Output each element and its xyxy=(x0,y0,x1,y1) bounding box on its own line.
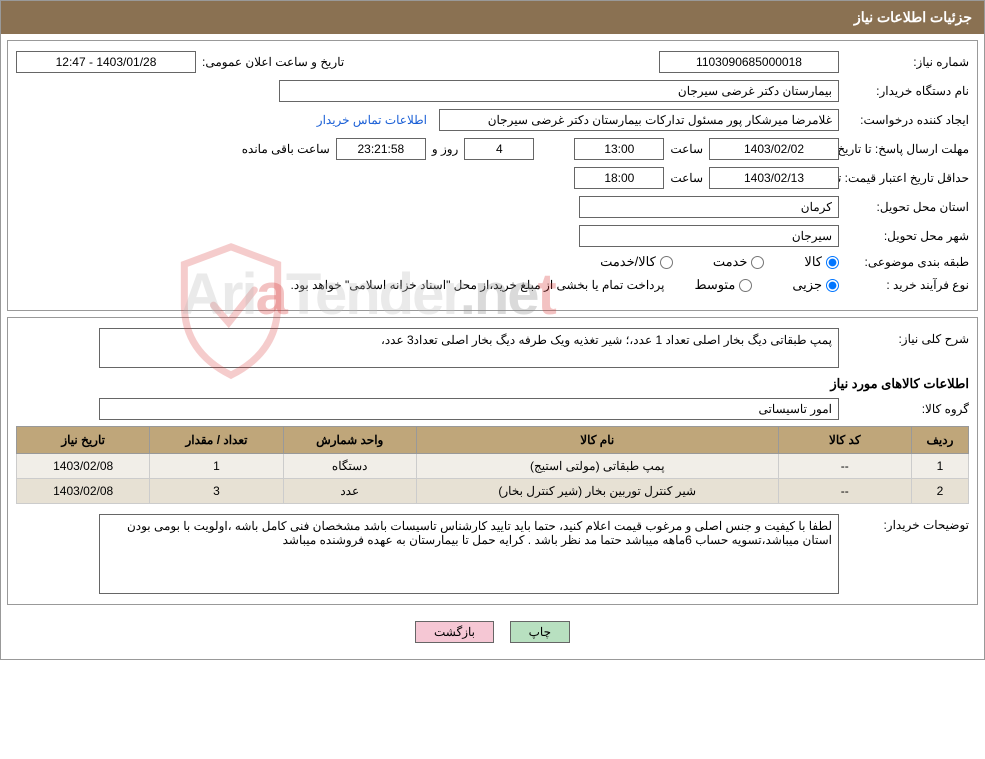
table-cell: 3 xyxy=(150,479,283,504)
purchase-type-partial[interactable]: جزیی xyxy=(792,277,839,293)
watermark-shield-icon xyxy=(171,241,291,381)
buyer-org-field xyxy=(279,80,839,102)
radio-goods-label: کالا xyxy=(804,254,822,270)
radio-goods-service-label: کالا/خدمت xyxy=(600,254,656,270)
radio-partial[interactable] xyxy=(826,279,839,292)
deadline-time-field xyxy=(574,138,664,160)
city-field xyxy=(579,225,839,247)
countdown-field xyxy=(336,138,426,160)
deadline-date-field xyxy=(709,138,839,160)
purchase-note: پرداخت تمام یا بخشی از مبلغ خرید،از محل … xyxy=(291,278,665,292)
buyer-notes-field xyxy=(99,514,839,594)
table-body: 1--پمپ طبقاتی (مولتی استیج)دستگاه11403/0… xyxy=(17,454,969,504)
radio-partial-label: جزیی xyxy=(792,277,822,293)
page-title: جزئیات اطلاعات نیاز xyxy=(854,9,972,25)
radio-service-label: خدمت xyxy=(713,254,748,270)
row-goods-group: گروه کالا: xyxy=(16,398,969,420)
row-purchase-type: نوع فرآیند خرید : جزیی متوسط پرداخت تمام… xyxy=(16,277,969,293)
row-city: شهر محل تحویل: xyxy=(16,225,969,247)
table-cell: -- xyxy=(778,479,911,504)
deadline-label: مهلت ارسال پاسخ: تا تاریخ: xyxy=(839,142,969,156)
details-panel: شماره نیاز: تاریخ و ساعت اعلان عمومی: نا… xyxy=(7,40,978,311)
radio-medium-label: متوسط xyxy=(694,277,735,293)
table-row: 1--پمپ طبقاتی (مولتی استیج)دستگاه11403/0… xyxy=(17,454,969,479)
col-qty: تعداد / مقدار xyxy=(150,427,283,454)
announce-label: تاریخ و ساعت اعلان عمومی: xyxy=(196,55,366,69)
radio-goods-service[interactable] xyxy=(660,256,673,269)
table-cell: 1403/02/08 xyxy=(17,454,150,479)
row-province: استان محل تحویل: xyxy=(16,196,969,218)
province-field xyxy=(579,196,839,218)
goods-group-label: گروه کالا: xyxy=(839,398,969,416)
purchase-type-label: نوع فرآیند خرید : xyxy=(839,278,969,292)
radio-medium[interactable] xyxy=(739,279,752,292)
category-radio-goods[interactable]: کالا xyxy=(804,254,839,270)
button-row: چاپ بازگشت xyxy=(7,611,978,653)
days-and-label: روز و xyxy=(432,142,459,156)
col-name: نام کالا xyxy=(416,427,778,454)
remaining-label: ساعت باقی مانده xyxy=(242,142,330,156)
radio-service[interactable] xyxy=(751,256,764,269)
requester-label: ايجاد کننده درخواست: xyxy=(839,113,969,127)
purchase-type-medium[interactable]: متوسط xyxy=(694,277,752,293)
table-cell: -- xyxy=(778,454,911,479)
goods-info-title: اطلاعات کالاهای مورد نیاز xyxy=(16,376,969,392)
city-label: شهر محل تحویل: xyxy=(839,229,969,243)
table-cell: پمپ طبقاتی (مولتی استیج) xyxy=(416,454,778,479)
table-cell: شیر کنترل توربین بخار (شیر کنترل بخار) xyxy=(416,479,778,504)
need-number-label: شماره نیاز: xyxy=(839,55,969,69)
buyer-contact-link[interactable]: اطلاعات تماس خریدار xyxy=(317,113,427,127)
requester-field xyxy=(439,109,839,131)
radio-goods[interactable] xyxy=(826,256,839,269)
row-buyer-org: نام دستگاه خریدار: xyxy=(16,80,969,102)
col-unit: واحد شمارش xyxy=(283,427,416,454)
back-button[interactable]: بازگشت xyxy=(415,621,494,643)
need-number-field xyxy=(659,51,839,73)
row-category: طبقه بندی موضوعی: کالا خدمت کالا/خدمت xyxy=(16,254,969,270)
table-cell: 1 xyxy=(150,454,283,479)
time-label-1: ساعت xyxy=(670,142,703,156)
need-panel: شرح کلی نیاز: اطلاعات کالاهای مورد نیاز … xyxy=(7,317,978,605)
row-requester: ايجاد کننده درخواست: اطلاعات تماس خریدار xyxy=(16,109,969,131)
col-date: تاریخ نیاز xyxy=(17,427,150,454)
table-row: 2--شیر کنترل توربین بخار (شیر کنترل بخار… xyxy=(17,479,969,504)
announce-field xyxy=(16,51,196,73)
row-need-desc: شرح کلی نیاز: xyxy=(16,328,969,368)
table-header-row: ردیف کد کالا نام کالا واحد شمارش تعداد /… xyxy=(17,427,969,454)
table-cell: 2 xyxy=(911,479,968,504)
need-desc-label: شرح کلی نیاز: xyxy=(839,328,969,346)
page-title-bar: جزئیات اطلاعات نیاز xyxy=(1,1,984,34)
category-radio-service[interactable]: خدمت xyxy=(713,254,765,270)
days-remaining-field xyxy=(464,138,534,160)
row-price-validity: حداقل تاريخ اعتبار قيمت: تا تاريخ: ساعت xyxy=(16,167,969,189)
table-cell: عدد xyxy=(283,479,416,504)
goods-table: ردیف کد کالا نام کالا واحد شمارش تعداد /… xyxy=(16,426,969,504)
province-label: استان محل تحویل: xyxy=(839,200,969,214)
buyer-notes-label: توضیحات خریدار: xyxy=(839,514,969,532)
table-cell: 1403/02/08 xyxy=(17,479,150,504)
col-row-num: ردیف xyxy=(911,427,968,454)
time-label-2: ساعت xyxy=(670,171,703,185)
goods-group-field xyxy=(99,398,839,420)
price-validity-time-field xyxy=(574,167,664,189)
row-need-number: شماره نیاز: تاریخ و ساعت اعلان عمومی: xyxy=(16,51,969,73)
print-button[interactable]: چاپ xyxy=(510,621,570,643)
price-validity-date-field xyxy=(709,167,839,189)
col-code: کد کالا xyxy=(778,427,911,454)
row-deadline: مهلت ارسال پاسخ: تا تاریخ: ساعت روز و سا… xyxy=(16,138,969,160)
category-radio-goods-service[interactable]: کالا/خدمت xyxy=(600,254,673,270)
table-cell: دستگاه xyxy=(283,454,416,479)
category-label: طبقه بندی موضوعی: xyxy=(839,255,969,269)
table-cell: 1 xyxy=(911,454,968,479)
row-buyer-notes: توضیحات خریدار: xyxy=(16,514,969,594)
buyer-org-label: نام دستگاه خریدار: xyxy=(839,84,969,98)
price-validity-label: حداقل تاريخ اعتبار قيمت: تا تاريخ: xyxy=(839,171,969,185)
